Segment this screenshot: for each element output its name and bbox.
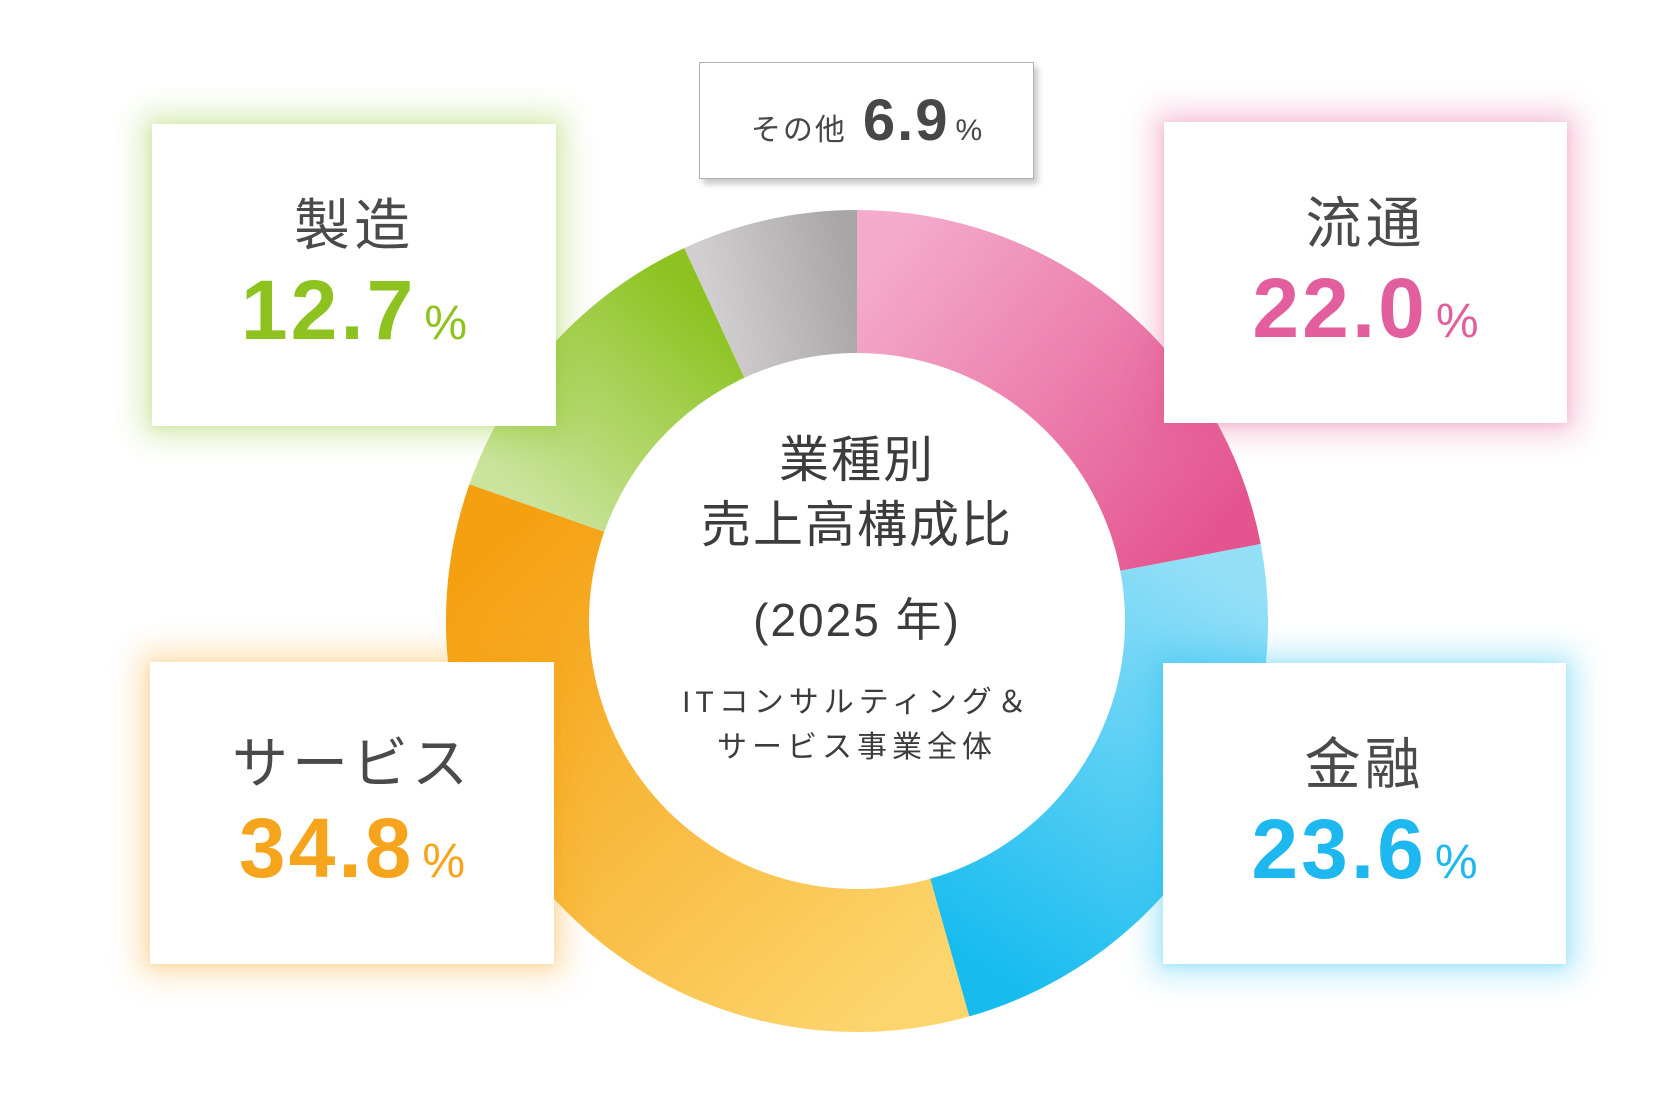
donut-center-label: 業種別 売上高構成比 (2025 年) ITコンサルティング＆ サービス事業全体 <box>682 428 1032 770</box>
donut-segment-finance <box>930 544 1268 1017</box>
chart-title-line1: 業種別 <box>779 432 935 488</box>
chart-title-line2: 売上高構成比 <box>701 497 1013 553</box>
callout-box-distribution: 流通 22.0 % <box>1164 122 1567 423</box>
callout-number-distribution: 22.0 <box>1252 260 1428 355</box>
donut-segment-other <box>684 209 857 378</box>
callout-box-other: その他 6.9 % <box>699 62 1034 179</box>
callout-number-services: 34.8 <box>238 801 415 895</box>
donut-segment-manufacturing <box>469 248 745 532</box>
chart-note-line2: サービス事業全体 <box>717 731 997 764</box>
callout-unit-services: % <box>422 835 466 888</box>
callout-value-services: 34.8 % <box>239 806 465 890</box>
callout-value-finance: 23.6 % <box>1251 807 1477 891</box>
callout-value-other: その他 6.9 % <box>750 87 983 153</box>
callout-number-finance: 23.6 <box>1251 801 1427 896</box>
callout-number-manufacturing: 12.7 <box>240 263 417 357</box>
callout-label-finance: 金融 <box>1304 732 1425 796</box>
callout-unit-distribution: % <box>1435 294 1479 348</box>
chart-note-line1: ITコンサルティング＆ <box>682 686 1032 719</box>
callout-label-distribution: 流通 <box>1305 191 1426 255</box>
callout-unit-finance: % <box>1434 835 1478 889</box>
callout-label-other: その他 <box>750 113 847 147</box>
callout-number-other: 6.9 <box>862 87 950 153</box>
callout-box-manufacturing: 製造 12.7 % <box>152 124 556 426</box>
callout-label-services: サービス <box>232 732 472 795</box>
donut-segment-distribution <box>857 210 1261 571</box>
callout-unit-other: % <box>955 113 983 147</box>
callout-box-services: サービス 34.8 % <box>150 662 554 964</box>
donut-segment-services <box>445 484 970 1033</box>
chart-year: (2025 年) <box>753 594 961 646</box>
callout-value-manufacturing: 12.7 % <box>241 268 467 352</box>
callout-box-finance: 金融 23.6 % <box>1163 663 1566 964</box>
callout-value-distribution: 22.0 % <box>1252 266 1478 350</box>
callout-label-manufacturing: 製造 <box>294 194 414 257</box>
callout-unit-manufacturing: % <box>424 297 468 350</box>
